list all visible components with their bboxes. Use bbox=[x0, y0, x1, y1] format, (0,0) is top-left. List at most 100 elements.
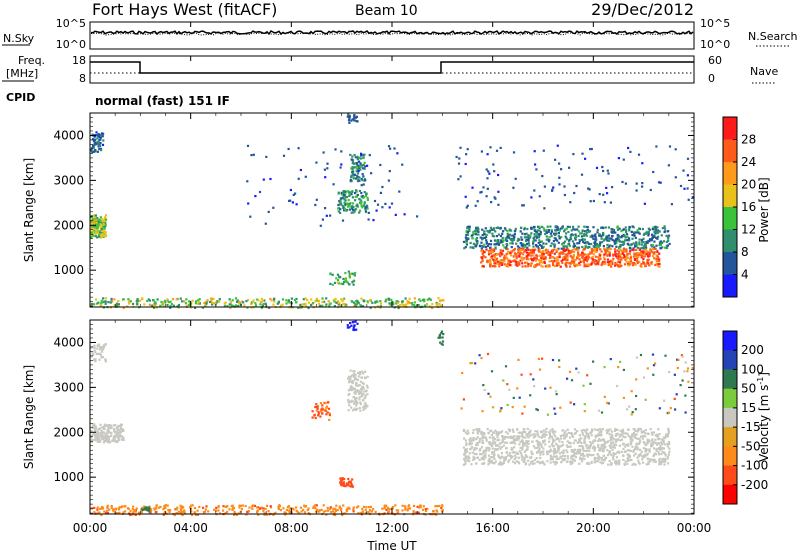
data-cell bbox=[549, 225, 552, 228]
data-cell bbox=[435, 509, 438, 512]
data-cell bbox=[117, 507, 120, 510]
data-cell bbox=[559, 251, 562, 254]
data-cell bbox=[643, 245, 646, 248]
data-cell bbox=[658, 446, 662, 449]
data-cell bbox=[476, 239, 479, 242]
data-cell bbox=[533, 150, 536, 153]
data-cell bbox=[579, 260, 582, 263]
data-cell bbox=[312, 506, 315, 509]
data-cell bbox=[543, 257, 546, 260]
data-cell bbox=[529, 264, 532, 267]
data-cell bbox=[593, 458, 596, 461]
data-cell bbox=[619, 261, 622, 264]
data-cell bbox=[265, 513, 268, 516]
data-cell bbox=[351, 172, 355, 175]
data-cell bbox=[563, 433, 566, 436]
data-cell bbox=[583, 263, 586, 266]
data-cell bbox=[364, 210, 368, 213]
data-cell bbox=[555, 393, 558, 396]
data-cell bbox=[545, 238, 548, 241]
data-cell bbox=[521, 245, 524, 248]
data-cell bbox=[102, 132, 105, 135]
data-cell bbox=[664, 354, 667, 357]
data-cell bbox=[637, 454, 640, 457]
data-cell bbox=[555, 458, 558, 461]
data-cell bbox=[551, 358, 555, 362]
data-cell bbox=[610, 438, 613, 441]
data-cell bbox=[592, 249, 595, 252]
data-cell bbox=[618, 451, 621, 454]
data-cell bbox=[655, 449, 658, 452]
data-cell bbox=[340, 191, 343, 194]
data-cell bbox=[153, 303, 156, 307]
data-cell bbox=[499, 255, 502, 258]
data-cell bbox=[628, 455, 632, 458]
data-cell bbox=[619, 429, 622, 432]
data-cell bbox=[475, 428, 478, 431]
data-cell bbox=[181, 300, 184, 303]
data-cell bbox=[267, 210, 270, 213]
data-cell bbox=[470, 446, 473, 449]
data-cell bbox=[606, 454, 610, 457]
data-cell bbox=[314, 506, 317, 510]
data-cell bbox=[92, 438, 95, 442]
data-cell bbox=[638, 248, 641, 251]
data-cell bbox=[362, 399, 365, 402]
data-cell bbox=[466, 231, 469, 234]
data-cell bbox=[464, 246, 467, 249]
data-cell bbox=[611, 235, 614, 238]
data-cell bbox=[129, 510, 132, 513]
data-cell bbox=[348, 380, 351, 383]
data-cell bbox=[509, 242, 512, 245]
freq-label-line1: Freq. bbox=[18, 54, 45, 67]
data-cell bbox=[533, 189, 536, 192]
data-cell bbox=[408, 297, 411, 300]
data-cell bbox=[481, 259, 484, 262]
data-cell bbox=[381, 206, 384, 209]
data-cell bbox=[463, 458, 466, 461]
data-cell bbox=[92, 433, 95, 436]
data-cell bbox=[293, 298, 296, 302]
data-cell bbox=[360, 204, 363, 207]
data-cell bbox=[490, 434, 493, 437]
data-cell bbox=[487, 243, 491, 246]
data-cell bbox=[489, 226, 492, 229]
data-cell bbox=[563, 230, 566, 233]
data-cell bbox=[650, 431, 653, 434]
data-cell bbox=[147, 507, 150, 510]
data-cell bbox=[580, 232, 583, 235]
data-cell bbox=[354, 392, 357, 395]
data-cell bbox=[532, 239, 536, 242]
data-cell bbox=[472, 429, 475, 432]
data-cell bbox=[651, 438, 654, 441]
data-cell bbox=[100, 429, 103, 432]
data-cell bbox=[466, 148, 469, 151]
data-cell bbox=[628, 252, 631, 255]
data-cell bbox=[429, 298, 432, 301]
data-cell bbox=[535, 234, 538, 237]
data-cell bbox=[481, 252, 484, 255]
data-cell bbox=[579, 232, 582, 235]
data-cell bbox=[521, 439, 524, 442]
data-cell bbox=[641, 162, 644, 165]
data-cell bbox=[508, 452, 511, 455]
data-cell bbox=[131, 508, 134, 511]
data-cell bbox=[459, 146, 462, 149]
data-cell bbox=[512, 186, 515, 189]
data-cell bbox=[246, 299, 250, 302]
data-cell bbox=[316, 405, 319, 408]
data-cell bbox=[651, 458, 654, 461]
data-cell bbox=[588, 252, 591, 256]
data-cell bbox=[110, 434, 113, 437]
data-cell bbox=[542, 227, 545, 230]
data-cell bbox=[615, 238, 618, 241]
data-cell bbox=[289, 188, 292, 192]
data-cell bbox=[401, 302, 404, 305]
data-cell bbox=[532, 445, 535, 448]
colorbar-swatch bbox=[723, 388, 737, 409]
data-cell bbox=[616, 451, 619, 454]
data-cell bbox=[259, 507, 262, 510]
data-cell bbox=[609, 463, 612, 466]
data-cell bbox=[103, 220, 106, 223]
data-cell bbox=[517, 248, 520, 251]
